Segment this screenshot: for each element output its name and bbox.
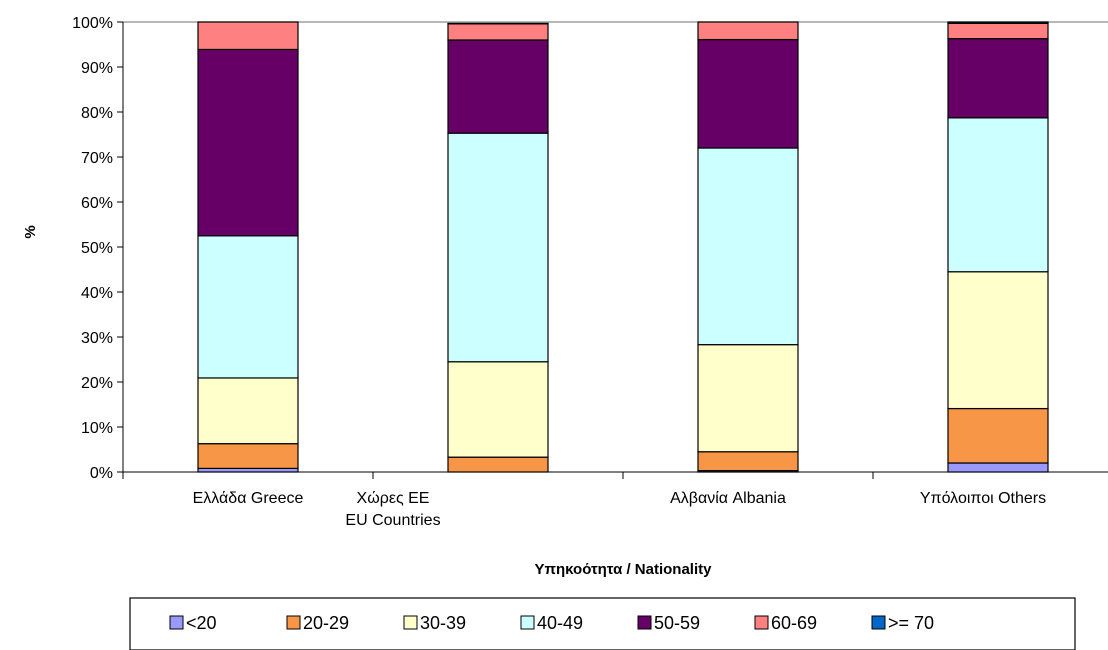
y-tick-label: 100% [72, 15, 113, 32]
bar-segment [197, 443, 299, 469]
bar-segment [697, 451, 799, 472]
bar-segment [947, 271, 1049, 410]
y-tick-label: 70% [81, 150, 113, 167]
legend-swatch [871, 615, 886, 630]
x-category-label: Χώρες ΕΕ [357, 490, 430, 507]
y-tick-label: 80% [81, 105, 113, 122]
bar-segment [197, 377, 299, 445]
legend-swatch [169, 615, 184, 630]
legend-label: <20 [186, 613, 217, 633]
bar-segment [947, 22, 1049, 40]
x-axis-title: Υπηκοότητα / Nationality [535, 561, 713, 578]
y-tick-label: 10% [81, 420, 113, 437]
y-tick-label: 90% [81, 60, 113, 77]
legend-swatch [637, 615, 652, 630]
x-category-label: Υπόλοιποι Others [920, 490, 1046, 507]
bar-segment [447, 361, 549, 458]
bar-segment [197, 48, 299, 237]
y-tick-label: 60% [81, 195, 113, 212]
bar-segment [447, 132, 549, 363]
legend-swatch [286, 615, 301, 630]
bar-segment [197, 235, 299, 379]
y-axis: 0% 10% 20% 30% 40% 50% 60% 70% 80% 90% 100% [72, 15, 124, 482]
y-tick-label: 0% [90, 465, 113, 482]
legend-label: 30-39 [420, 613, 466, 633]
bar-segment [447, 22, 549, 25]
legend-swatch [520, 615, 535, 630]
x-category-label: Αλβανία Albania [670, 490, 786, 507]
bar-segment [697, 147, 799, 346]
plot-area [123, 21, 1108, 473]
bar-segment [697, 38, 799, 149]
legend-label: 60-69 [771, 613, 817, 633]
y-tick-label: 20% [81, 375, 113, 392]
bar-segment [197, 21, 299, 51]
bar-segment [947, 117, 1049, 273]
bar-segment [697, 344, 799, 453]
bar-segment [447, 456, 549, 473]
bar-segment [947, 21, 1049, 24]
bar-segment [947, 462, 1049, 473]
y-tick-label: 40% [81, 285, 113, 302]
y-tick-label: 50% [81, 240, 113, 257]
legend-label: 20-29 [303, 613, 349, 633]
legend-swatch [754, 615, 769, 630]
legend-label: 50-59 [654, 613, 700, 633]
bar-segment [447, 39, 549, 134]
legend: <20 20-29 30-39 40-49 50-59 60-69 >= 70 [129, 597, 1076, 650]
bar-segment [697, 21, 799, 41]
x-axis: Ελλάδα Greece Χώρες ΕΕ EU Countries Αλβανία… [122, 471, 1108, 529]
bar-segment [947, 38, 1049, 119]
y-tick-label: 30% [81, 330, 113, 347]
legend-swatch [403, 615, 418, 630]
y-axis-title: % [22, 225, 39, 238]
bar-segment [447, 23, 549, 41]
x-category-label: Ελλάδα Greece [193, 490, 304, 507]
x-category-label: EU Countries [345, 512, 440, 529]
bar-segment [947, 407, 1049, 464]
legend-label: >= 70 [888, 613, 934, 633]
legend-label: 40-49 [537, 613, 583, 633]
